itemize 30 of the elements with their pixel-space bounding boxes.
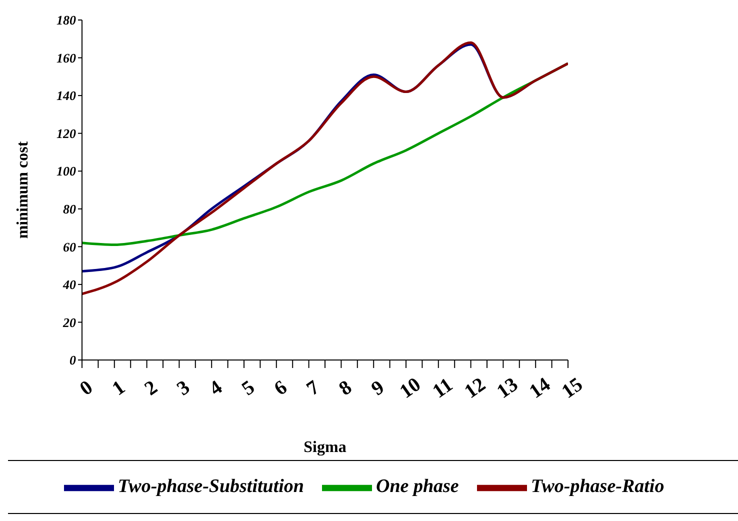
x-tick-label: 10: [396, 373, 425, 403]
x-tick-label: 13: [493, 373, 522, 403]
x-tick-label: 15: [558, 373, 587, 403]
y-tick-label: 100: [56, 164, 76, 179]
x-tick-label: 4: [206, 376, 226, 400]
x-tick-label: 3: [173, 376, 194, 400]
x-tick-label: 8: [335, 376, 356, 400]
y-axis-title: minimum cost: [14, 140, 32, 239]
y-tick-label: 180: [56, 12, 76, 28]
x-tick-label: 9: [368, 376, 388, 400]
x-tick-label: 1: [108, 376, 130, 400]
x-tick-label: 2: [140, 376, 162, 400]
legend-label: Two-phase-Substitution: [118, 476, 304, 498]
x-tick-label: 12: [460, 373, 490, 403]
x-tick-label: 11: [428, 374, 457, 403]
legend-label: Two-phase-Ratio: [530, 476, 664, 498]
y-tick-label: 140: [56, 88, 76, 104]
y-tick-label: 80: [63, 202, 76, 217]
y-tick-label: 120: [56, 126, 76, 141]
x-tick-label: 5: [238, 376, 259, 400]
y-tick-label: 0: [70, 352, 76, 368]
y-tick-label: 40: [62, 277, 76, 292]
legend-label: One phase: [376, 476, 459, 498]
x-tick-label: 6: [270, 376, 292, 400]
x-tick-label: 14: [525, 373, 554, 403]
y-tick-label: 20: [62, 314, 76, 330]
y-tick-label: 160: [56, 50, 76, 66]
x-axis-title: Sigma: [304, 439, 346, 456]
x-tick-label: 7: [302, 376, 324, 400]
y-tick-label: 60: [63, 239, 76, 254]
